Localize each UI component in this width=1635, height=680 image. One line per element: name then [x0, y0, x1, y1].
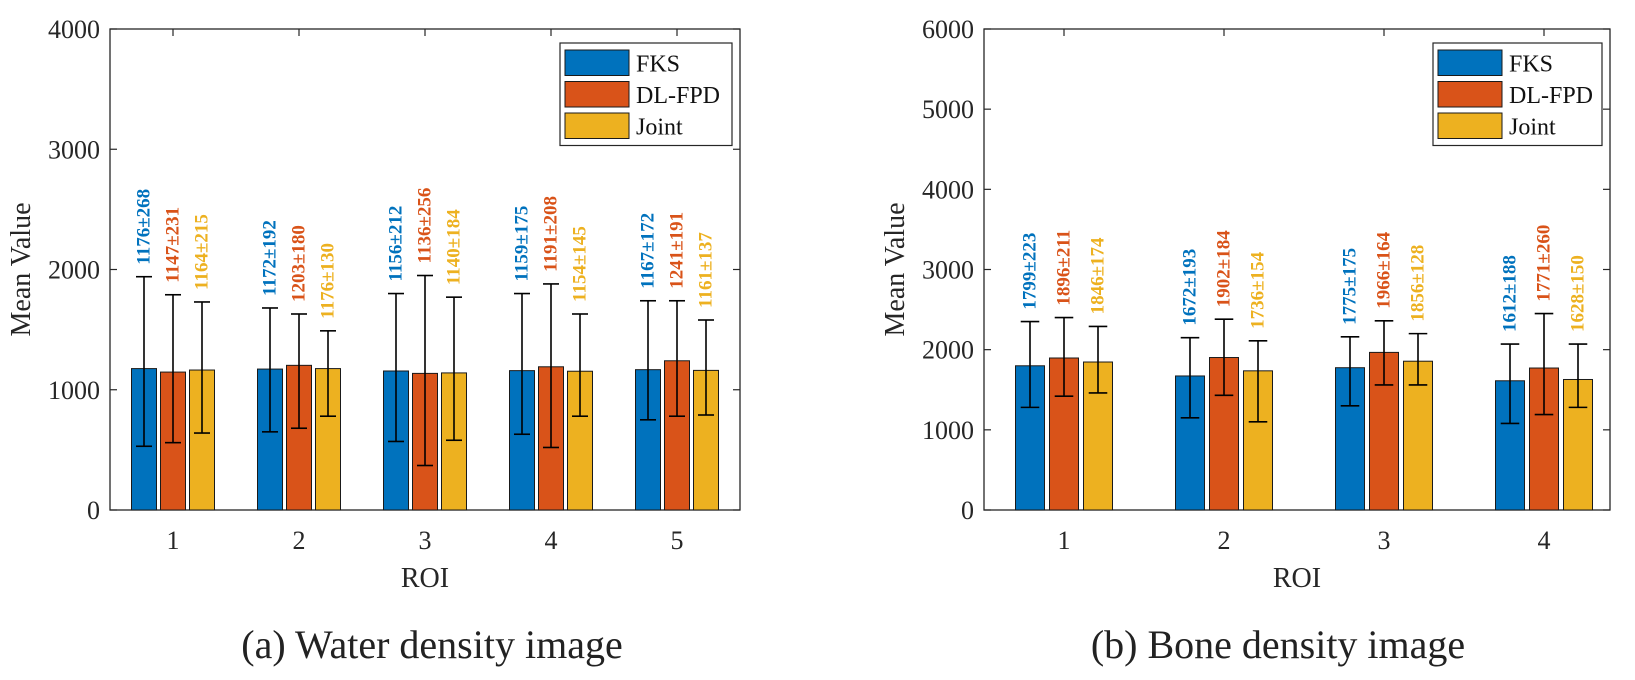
chart-bone-density: 0 1000 2000 3000 4000 5000 6000 1 2 3 4 ROI Mean Val… [880, 15, 1611, 594]
data-label: 1176±130 [318, 243, 339, 319]
bar-joint-roi-3 [1403, 360, 1433, 511]
x-tick-label: 4 [545, 526, 558, 555]
y-tick-label: 6000 [922, 15, 974, 44]
data-label: 1966±164 [1374, 231, 1395, 308]
chart-water-density: 0 1000 2000 3000 4000 1 2 3 4 5 ROI Mean Value 1176±… [6, 15, 741, 594]
data-label: 1161±137 [696, 232, 717, 308]
data-label: 1147±231 [163, 207, 184, 283]
y-axis-title: Mean Value [6, 203, 37, 337]
legend-swatch-fks [564, 49, 630, 76]
y-tick-label: 4000 [48, 15, 100, 44]
data-label: 1736±154 [1248, 251, 1269, 328]
y-tick-label: 1000 [48, 376, 100, 405]
data-label: 1191±208 [541, 196, 562, 272]
data-label: 1612±188 [1500, 255, 1521, 332]
data-label: 1846±174 [1088, 237, 1109, 314]
caption-b: (b) Bone density image [1091, 622, 1465, 667]
data-label: 1156±212 [386, 206, 407, 282]
data-label: 1856±128 [1408, 245, 1429, 322]
data-label: 1775±175 [1340, 248, 1361, 325]
legend-label: FKS [636, 52, 680, 78]
legend-swatch-joint [564, 112, 630, 139]
data-label: 1172±192 [260, 220, 281, 296]
x-tick-label: 4 [1538, 526, 1551, 555]
data-label: 1164±215 [192, 214, 213, 290]
data-label: 1902±184 [1214, 230, 1235, 307]
legend-label: Joint [1509, 115, 1556, 141]
y-axis-title: Mean Value [880, 203, 911, 337]
x-tick-label: 1 [167, 526, 180, 555]
legend-swatch-fks [1437, 49, 1503, 76]
y-tick-label: 0 [87, 496, 100, 525]
legend: FKS DL-FPD Joint [559, 42, 733, 147]
y-tick-label: 0 [961, 496, 974, 525]
legend-swatch-dl-fpd [564, 81, 630, 108]
data-label: 1799±223 [1020, 233, 1041, 310]
legend: FKS DL-FPD Joint [1432, 42, 1603, 147]
y-tick-label: 3000 [48, 135, 100, 164]
legend-label: Joint [636, 115, 683, 141]
data-label: 1167±172 [638, 213, 659, 289]
x-axis-title: ROI [1273, 563, 1321, 594]
data-label: 1136±256 [415, 188, 436, 264]
data-label: 1771±260 [1534, 225, 1555, 302]
legend-label: DL-FPD [1509, 83, 1593, 109]
legend-swatch-dl-fpd [1437, 81, 1503, 108]
y-tick-label: 3000 [922, 256, 974, 285]
x-tick-label: 1 [1058, 526, 1071, 555]
data-label: 1176±268 [134, 189, 155, 265]
data-label: 1203±180 [289, 225, 310, 302]
x-axis-title: ROI [401, 563, 449, 594]
y-tick-label: 1000 [922, 416, 974, 445]
legend-label: DL-FPD [636, 83, 720, 109]
y-tick-label: 2000 [922, 336, 974, 365]
data-label: 1896±211 [1054, 230, 1075, 306]
data-label: 1672±193 [1180, 249, 1201, 326]
x-tick-label: 2 [1218, 526, 1231, 555]
x-tick-label: 3 [419, 526, 432, 555]
legend-label: FKS [1509, 52, 1553, 78]
legend-swatch-joint [1437, 112, 1503, 139]
y-tick-label: 4000 [922, 175, 974, 204]
caption-a: (a) Water density image [241, 622, 622, 667]
y-tick-label: 5000 [922, 95, 974, 124]
x-tick-label: 3 [1378, 526, 1391, 555]
data-label: 1154±145 [570, 226, 591, 302]
x-tick-label: 2 [293, 526, 306, 555]
data-label: 1628±150 [1568, 255, 1589, 332]
data-label: 1159±175 [512, 206, 533, 282]
data-label: 1140±184 [444, 209, 465, 285]
x-tick-label: 5 [671, 526, 684, 555]
y-tick-label: 2000 [48, 256, 100, 285]
data-label: 1241±191 [667, 212, 688, 289]
